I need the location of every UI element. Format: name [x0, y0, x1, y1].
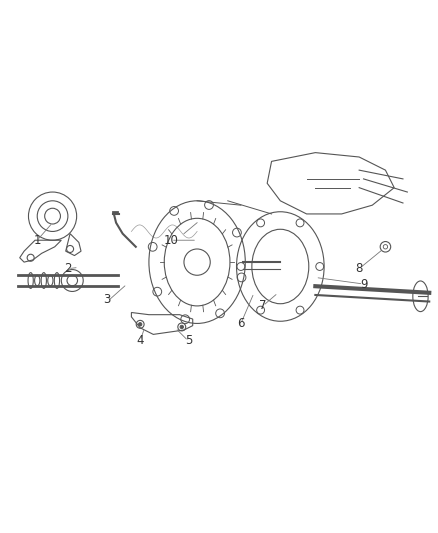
- Text: 9: 9: [360, 278, 367, 290]
- Text: 1: 1: [33, 233, 41, 247]
- Text: 10: 10: [163, 233, 178, 247]
- Circle shape: [138, 322, 142, 326]
- Text: 7: 7: [259, 300, 267, 312]
- Text: 4: 4: [136, 335, 144, 348]
- Text: 2: 2: [64, 262, 72, 275]
- Circle shape: [180, 325, 184, 329]
- Text: 3: 3: [104, 293, 111, 306]
- Text: 5: 5: [185, 335, 192, 348]
- Text: 6: 6: [237, 317, 245, 330]
- Text: 8: 8: [356, 262, 363, 275]
